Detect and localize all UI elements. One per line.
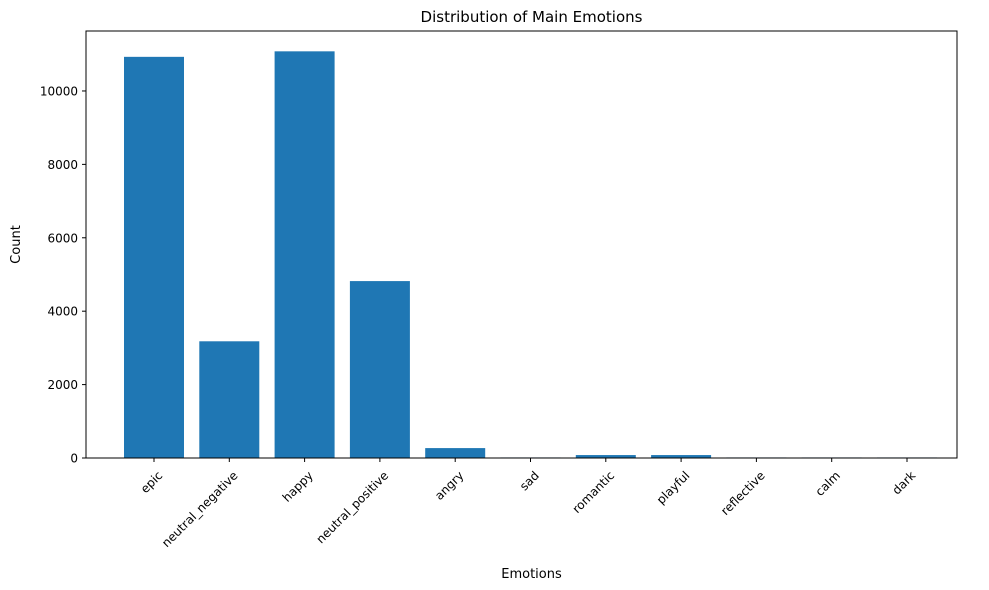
y-tick-label: 0	[70, 452, 78, 466]
bar-neutral_positive	[349, 281, 410, 458]
chart-title: Distribution of Main Emotions	[421, 8, 643, 26]
bars-layer	[124, 51, 937, 459]
y-tick-label: 2000	[47, 378, 78, 392]
y-tick-label: 8000	[47, 158, 78, 172]
x-tick-label-epic: epic	[138, 468, 166, 496]
x-tick-label-reflective: reflective	[718, 468, 768, 518]
y-axis: 0 2000 4000 6000 8000 10000	[40, 84, 86, 466]
plot-frame	[85, 30, 958, 459]
x-tick-label-neutral_positive: neutral_positive	[313, 468, 391, 546]
x-tick-label-angry: angry	[432, 468, 466, 502]
bar-neutral_negative	[199, 341, 260, 458]
x-tick-label-neutral_negative: neutral_negative	[159, 468, 241, 550]
bar-happy	[274, 51, 335, 458]
x-tick-label-happy: happy	[280, 468, 316, 504]
bar-epic	[124, 56, 184, 459]
x-tick-label-sad: sad	[517, 468, 542, 493]
y-tick-label: 4000	[47, 305, 78, 319]
x-tick-label-romantic: romantic	[570, 468, 618, 516]
x-tick-label-dark: dark	[889, 468, 918, 497]
bar-angry	[425, 448, 486, 458]
x-axis-label: Emotions	[501, 567, 562, 582]
y-axis-label: Count	[9, 225, 24, 264]
x-tick-label-playful: playful	[654, 468, 693, 507]
bar-playful	[651, 455, 712, 458]
y-tick-label: 10000	[40, 84, 78, 98]
x-tick-label-calm: calm	[813, 468, 843, 498]
y-tick-label: 6000	[47, 231, 78, 245]
bar-romantic	[575, 455, 636, 458]
